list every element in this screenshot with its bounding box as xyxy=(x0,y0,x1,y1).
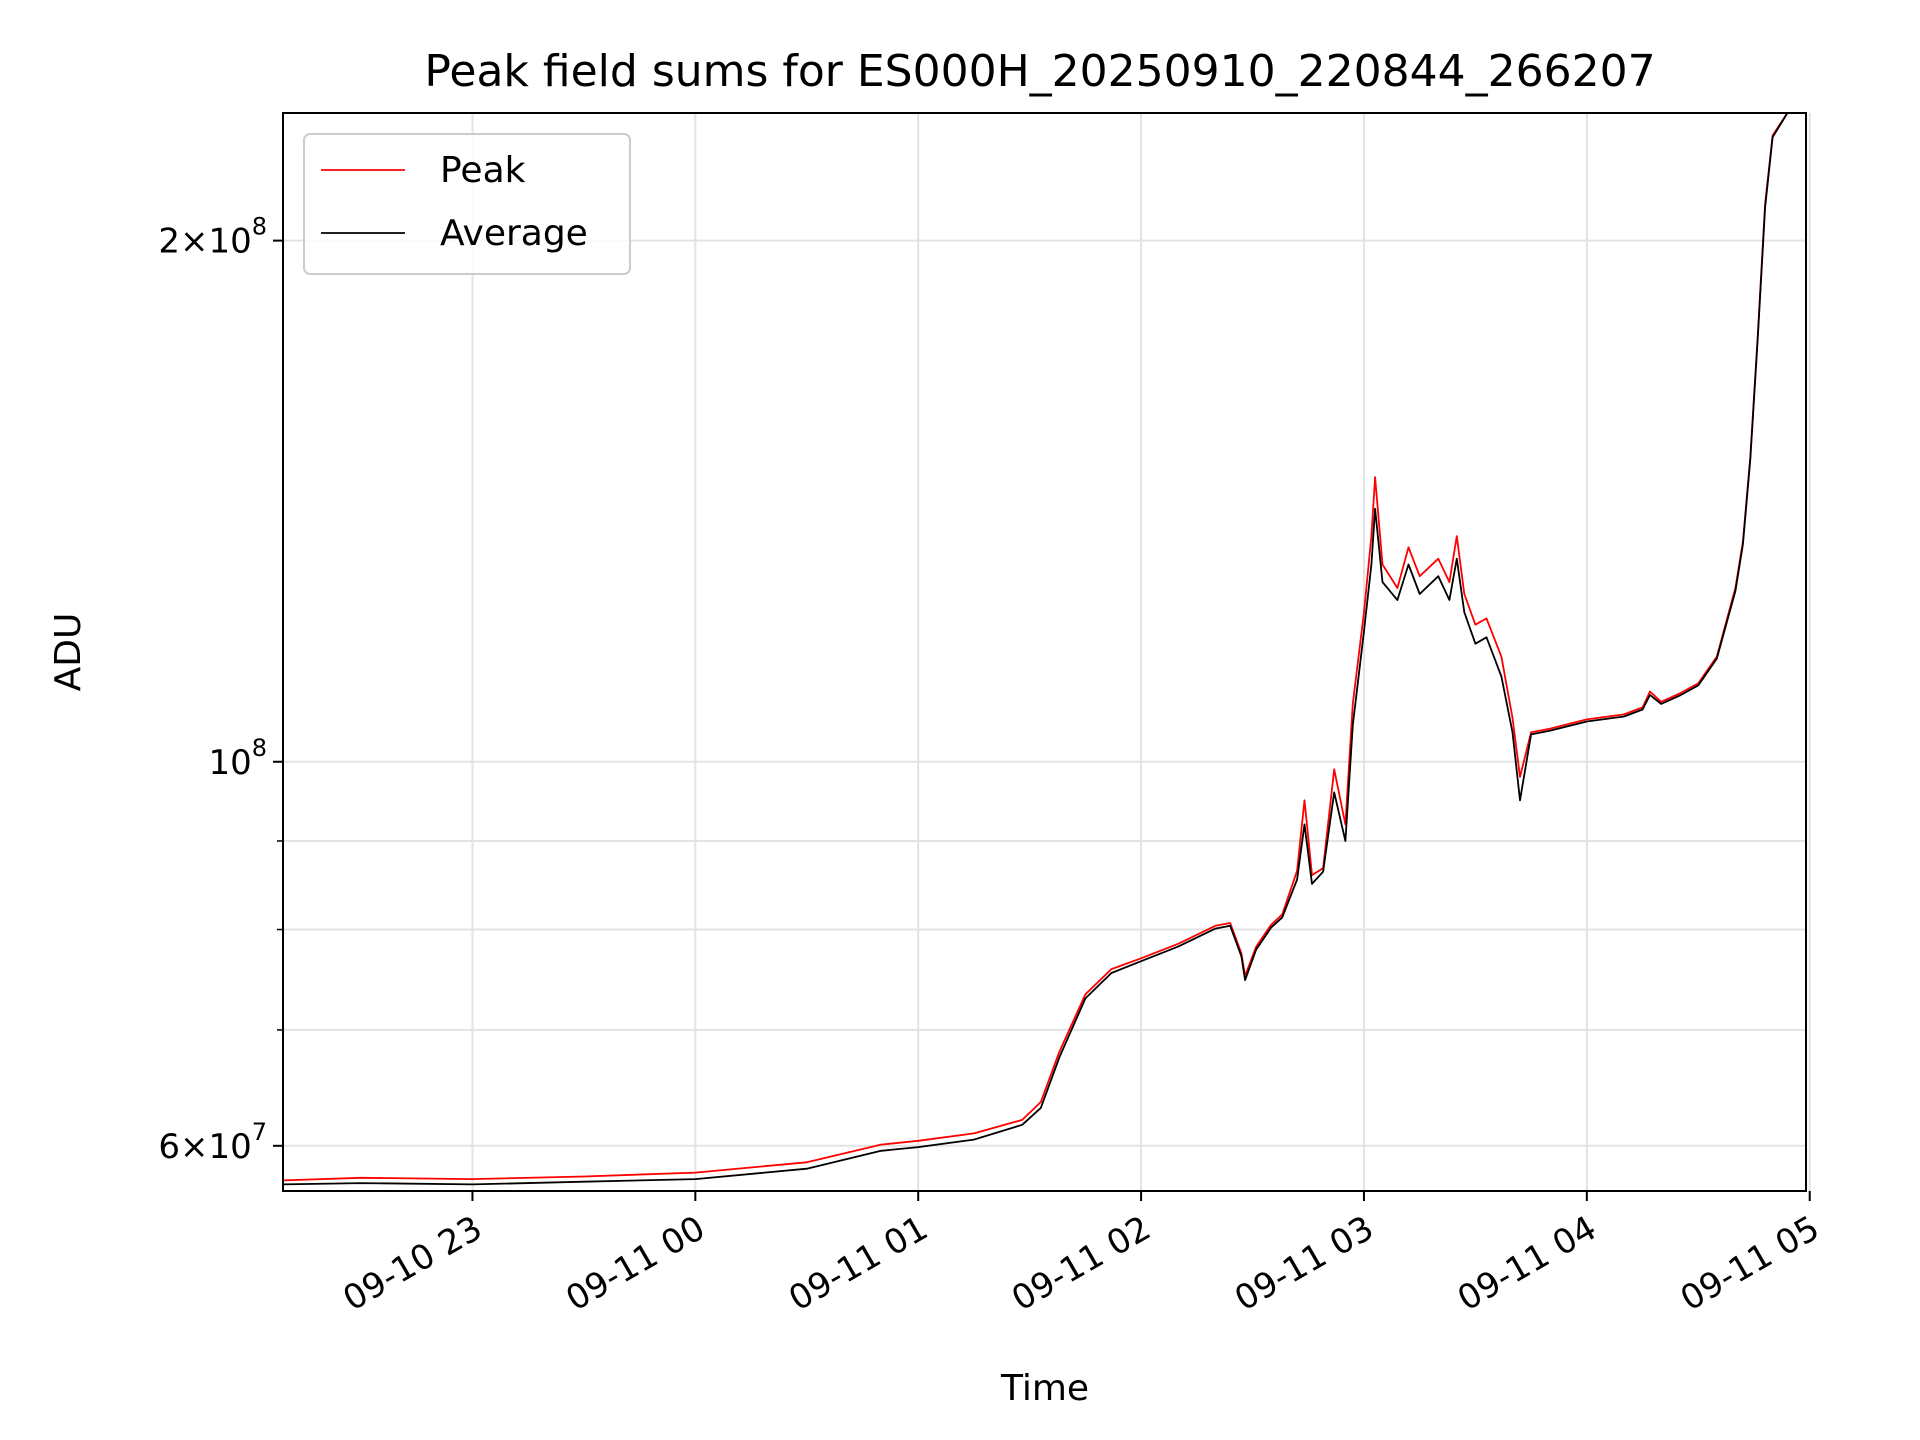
legend-box xyxy=(303,133,631,275)
legend-label-average: Average xyxy=(440,213,588,254)
x-axis-label: Time xyxy=(1000,1368,1089,1409)
y-tick-label: 108 xyxy=(208,734,267,783)
plot-frame xyxy=(282,112,1807,1192)
grid-lines xyxy=(283,113,1811,1191)
chart-title: Peak field sums for ES000H_20250910_2208… xyxy=(424,46,1655,97)
series-layer xyxy=(283,113,1806,1186)
y-axis-ticks: 6×107 108 2×108 xyxy=(158,213,283,1167)
y-axis-label: ADU xyxy=(48,613,89,692)
legend-label-peak: Peak xyxy=(440,150,526,191)
y-tick-label: 2×108 xyxy=(158,213,267,262)
series-line-peak xyxy=(283,113,1806,1182)
series-line-average xyxy=(283,113,1806,1186)
legend: Peak Average xyxy=(303,133,631,275)
y-tick-label: 6×107 xyxy=(158,1118,267,1167)
